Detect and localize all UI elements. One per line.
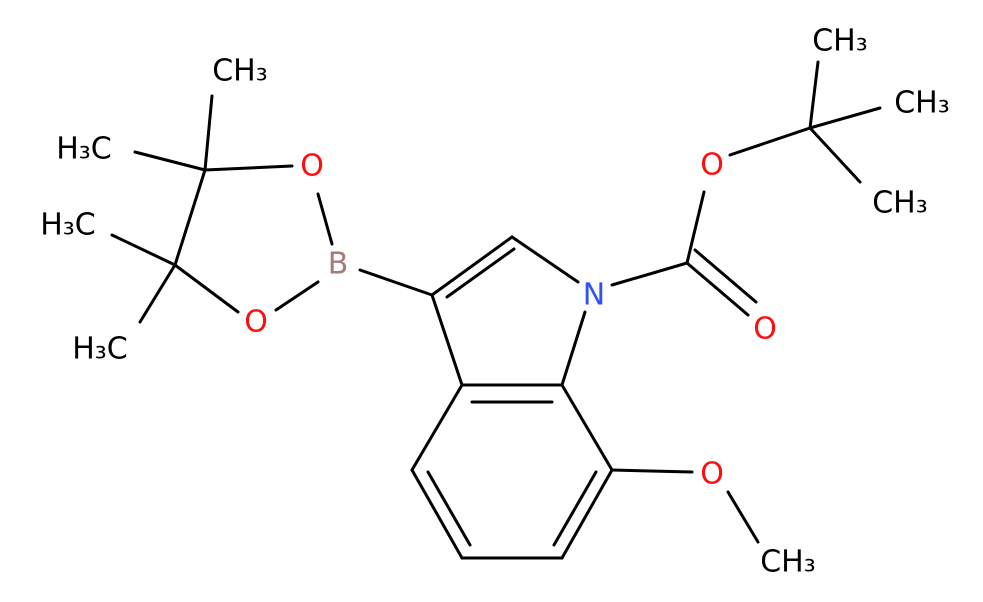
atom-label: CH₃ xyxy=(894,86,950,121)
atom-label: CH₃ xyxy=(872,186,928,221)
atom-label: CH₃ xyxy=(760,545,816,580)
atom-label: B xyxy=(328,247,349,282)
atom-label: CH₃ xyxy=(212,54,268,89)
atom-label: O xyxy=(300,149,324,184)
atom-label: H₃C xyxy=(72,332,128,367)
atom-labels: CH₃ CH₃ CH₃ O N O O CH₃ B O O CH₃ H₃C H₃… xyxy=(40,24,950,580)
atom-label: CH₃ xyxy=(812,24,868,59)
atom-label: N xyxy=(583,278,605,313)
atom-label: O xyxy=(753,312,777,347)
atom-label: H₃C xyxy=(40,208,96,243)
atom-label: O xyxy=(700,457,724,492)
bonds xyxy=(110,60,882,560)
atom-label: H₃C xyxy=(56,132,112,167)
atom-label: O xyxy=(700,148,724,183)
atom-label: O xyxy=(244,305,268,340)
